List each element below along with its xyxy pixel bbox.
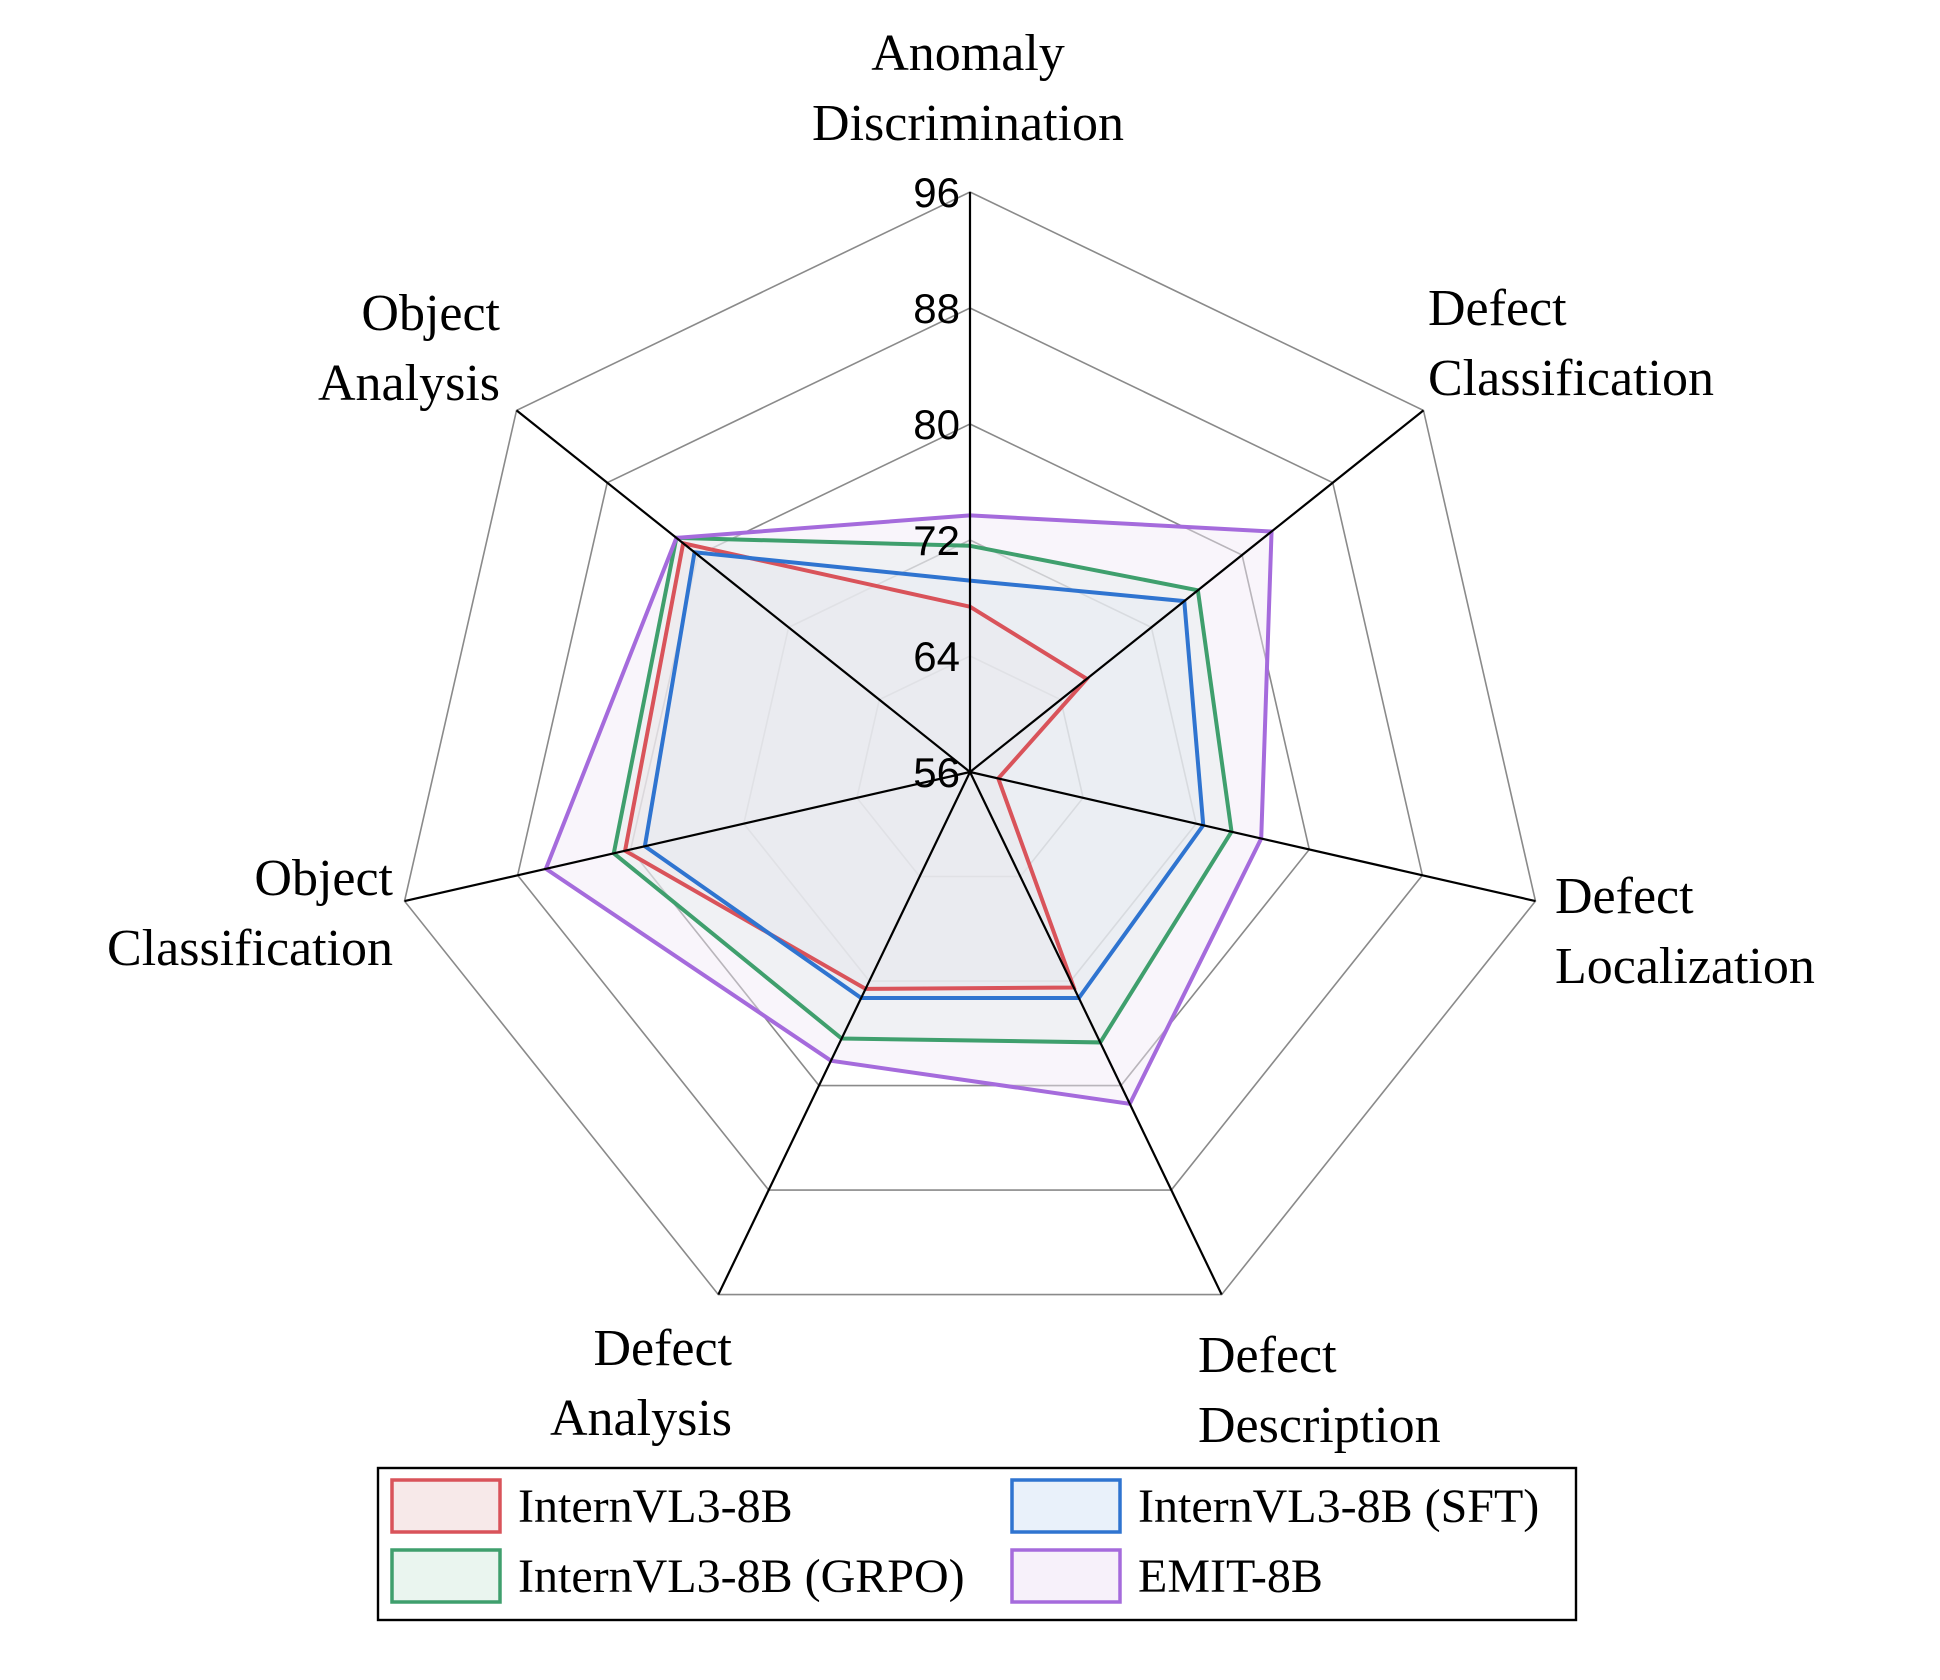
axis-label: Defect Classification xyxy=(1428,280,1714,407)
radar-grid xyxy=(403,191,1537,1296)
axis-label: Defect Description xyxy=(1198,1327,1441,1454)
series-fill-3 xyxy=(545,515,1272,1104)
axis-spoke-4 xyxy=(717,771,971,1296)
grid-ring-72 xyxy=(742,539,1198,982)
axis-label: Defect Localization xyxy=(1555,868,1815,995)
legend-swatch xyxy=(1010,1478,1122,1534)
axis-label: Object Classification xyxy=(107,850,394,977)
axis-label: Defect Analysis xyxy=(550,1320,733,1447)
series-line-2 xyxy=(611,535,1234,1045)
tick-label: 56 xyxy=(913,749,960,796)
radar-series xyxy=(543,513,1274,1107)
series-fill-2 xyxy=(613,537,1232,1043)
tick-label: 72 xyxy=(913,517,960,564)
axis-spoke-3 xyxy=(969,771,1223,1296)
tick-label: 88 xyxy=(913,285,960,332)
legend-label: EMIT-8B xyxy=(1138,1550,1323,1603)
tick-label: 96 xyxy=(913,169,960,216)
radar-axis-labels: Anomaly Discrimination Defect Classificatio… xyxy=(107,25,1815,1454)
legend-item: InternVL3-8B xyxy=(390,1478,793,1534)
legend-swatch xyxy=(1010,1548,1122,1604)
legend-label: InternVL3-8B (GRPO) xyxy=(518,1550,965,1603)
grid-ring-88 xyxy=(516,307,1424,1191)
legend-label: InternVL3-8B (SFT) xyxy=(1138,1480,1539,1533)
axis-label: Anomaly Discrimination xyxy=(812,25,1124,152)
axis-spoke-1 xyxy=(969,409,1425,773)
tick-label: 80 xyxy=(913,401,960,448)
axis-spoke-6 xyxy=(515,409,971,773)
legend-label: InternVL3-8B xyxy=(518,1480,793,1533)
radar-spokes xyxy=(404,192,1536,1296)
legend-swatch xyxy=(390,1478,502,1534)
series-line-0 xyxy=(622,540,1090,991)
axis-label: Object Analysis xyxy=(318,285,501,412)
grid-ring-96 xyxy=(403,191,1537,1296)
legend: InternVL3-8B InternVL3-8B (SFT) InternVL3-… xyxy=(376,1466,1578,1622)
grid-ring-64 xyxy=(856,655,1084,878)
radar-tick-labels: 56 64 72 80 88 96 xyxy=(913,169,960,796)
axis-spoke-2 xyxy=(969,770,1536,903)
series-line-3 xyxy=(543,513,1274,1107)
legend-item: EMIT-8B xyxy=(1010,1548,1323,1604)
legend-swatch xyxy=(390,1548,502,1604)
series-fill-0 xyxy=(625,543,1087,989)
legend-box xyxy=(376,1466,1578,1622)
legend-item: InternVL3-8B (GRPO) xyxy=(390,1548,965,1604)
tick-label: 64 xyxy=(913,633,960,680)
series-line-1 xyxy=(642,550,1206,1001)
axis-spoke-5 xyxy=(404,770,971,903)
legend-item: InternVL3-8B (SFT) xyxy=(1010,1478,1539,1534)
